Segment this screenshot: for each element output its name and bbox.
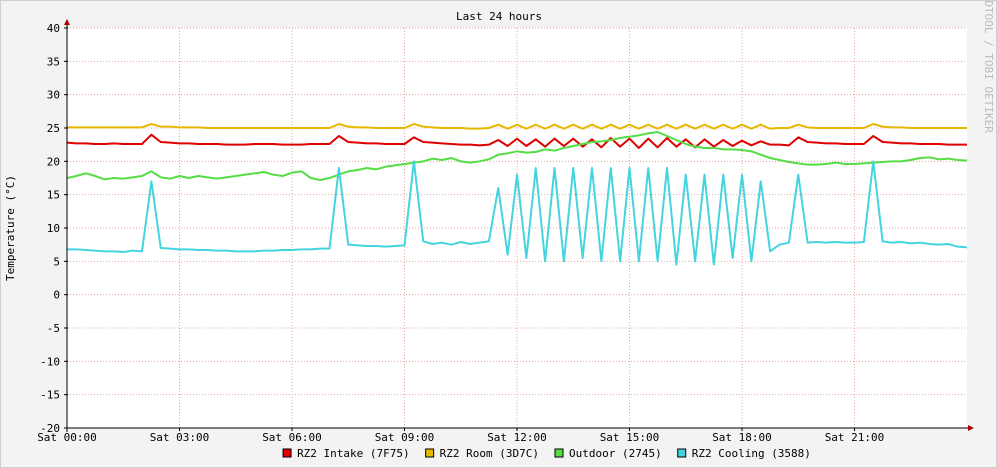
series-line: [66, 131, 968, 181]
legend-swatch: [677, 448, 687, 458]
x-tick-label: Sat 18:00: [712, 431, 772, 444]
chart-title: Last 24 hours: [456, 10, 542, 23]
y-tick-label: 0: [53, 289, 60, 302]
y-tick-label: 30: [47, 89, 60, 102]
legend: RZ2 Intake (7F75) RZ2 Room (3D7C) Outdoor …: [282, 447, 811, 460]
y-tick-label: -15: [40, 389, 60, 402]
legend-label: Outdoor (2745): [569, 447, 662, 460]
legend-item: Outdoor (2745): [554, 447, 662, 460]
legend-label: RZ2 Intake (7F75): [297, 447, 410, 460]
y-tick-label: 35: [47, 55, 60, 68]
legend-swatch: [425, 448, 435, 458]
x-tick-label: Sat 03:00: [150, 431, 210, 444]
legend-label: RZ2 Cooling (3588): [692, 447, 811, 460]
y-axis-label: Temperature (°C): [4, 175, 17, 281]
x-axis-arrow: [968, 425, 974, 431]
series-line: [66, 133, 967, 149]
x-tick-label: Sat 15:00: [600, 431, 660, 444]
legend-item: RZ2 Intake (7F75): [282, 447, 410, 460]
axes: -20 -15 -10 -5 0 5 10 15 20 25 30 35 40 Sat 00:00 Sat …: [37, 19, 974, 444]
legend-item: RZ2 Cooling (3588): [677, 447, 811, 460]
series-line: [67, 160, 968, 266]
y-tick-label: -5: [47, 322, 60, 335]
grid: [66, 27, 967, 429]
legend-label: RZ2 Room (3D7C): [440, 447, 539, 460]
y-tick-label: 40: [47, 22, 60, 35]
legend-swatch: [282, 448, 292, 458]
legend-item: RZ2 Room (3D7C): [425, 447, 539, 460]
y-tick-label: 20: [47, 155, 60, 168]
legend-swatch: [554, 448, 564, 458]
x-tick-label: Sat 09:00: [375, 431, 435, 444]
y-tick-label: -20: [40, 422, 60, 435]
y-tick-label: 25: [47, 122, 60, 135]
lines: [66, 123, 968, 266]
x-tick-label: Sat 06:00: [262, 431, 322, 444]
y-tick-label: 5: [53, 255, 60, 268]
x-tick-label: Sat 00:00: [37, 431, 97, 444]
watermark: RRDTOOL / TOBI OETIKER: [982, 0, 995, 133]
y-axis-arrow: [64, 19, 70, 25]
x-tick-label: Sat 21:00: [825, 431, 885, 444]
series-line: [67, 123, 967, 130]
y-tick-label: 10: [47, 222, 60, 235]
y-tick-label: -10: [40, 355, 60, 368]
y-tick-label: 15: [47, 189, 60, 202]
x-tick-label: Sat 12:00: [487, 431, 547, 444]
